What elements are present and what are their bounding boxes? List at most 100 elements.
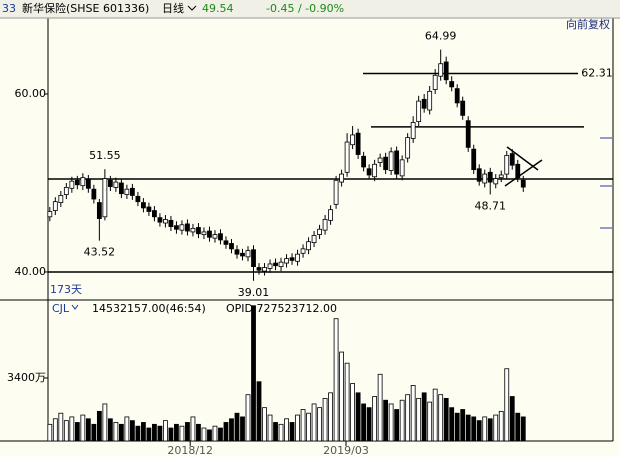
volume-bar bbox=[152, 423, 157, 442]
volume-bar bbox=[185, 422, 190, 442]
candle-body bbox=[300, 248, 306, 254]
candle-body bbox=[383, 156, 389, 171]
volume-bar bbox=[267, 414, 273, 442]
candle-body bbox=[317, 228, 322, 235]
candle-body bbox=[146, 206, 152, 212]
candle-body bbox=[449, 81, 455, 88]
volume-bar bbox=[388, 403, 394, 442]
high-label: 51.55 bbox=[89, 149, 121, 162]
candle-body bbox=[245, 250, 251, 258]
dropdown-arrow[interactable] bbox=[187, 5, 197, 11]
code: 33 bbox=[2, 2, 16, 15]
low-label: 48.71 bbox=[474, 199, 506, 212]
candle-body bbox=[333, 179, 339, 205]
candle-body bbox=[190, 227, 196, 233]
volume-bar bbox=[141, 422, 146, 442]
candle-body bbox=[218, 233, 223, 241]
candle-body bbox=[438, 63, 444, 77]
volume-bar bbox=[520, 416, 526, 442]
indicator-arrow[interactable] bbox=[71, 304, 79, 310]
period[interactable]: 日线 bbox=[162, 1, 184, 15]
volume-bar bbox=[113, 422, 119, 442]
volume-bar bbox=[317, 407, 322, 442]
day-count: 173天 bbox=[50, 283, 82, 296]
candle-body bbox=[168, 219, 174, 227]
volume-bar bbox=[179, 425, 185, 442]
candle-body bbox=[85, 179, 91, 189]
volume-bar bbox=[190, 416, 196, 442]
volume-bar bbox=[262, 407, 267, 442]
candle-body bbox=[361, 155, 367, 168]
x-tick-label: 2019/03 bbox=[323, 444, 369, 456]
candle-body bbox=[179, 224, 185, 231]
volume-bar bbox=[454, 412, 460, 442]
price-change: -0.45 / -0.90% bbox=[266, 2, 344, 15]
volume-bar bbox=[223, 422, 229, 442]
candle-body bbox=[465, 120, 471, 148]
y-tick-label: 60.00 bbox=[15, 87, 47, 100]
candle-body bbox=[432, 74, 438, 90]
volume-bar bbox=[504, 368, 510, 442]
volume-bar bbox=[129, 420, 135, 442]
candle-body bbox=[113, 181, 119, 188]
volume-bar bbox=[135, 425, 141, 442]
volume-bar bbox=[96, 410, 102, 442]
volume-bar bbox=[52, 418, 58, 442]
volume-bar bbox=[366, 407, 372, 442]
candle-body bbox=[267, 263, 273, 269]
volume-bar bbox=[438, 394, 444, 442]
candle-body bbox=[344, 141, 350, 173]
volume-bar bbox=[509, 396, 515, 442]
candle-body bbox=[52, 201, 58, 211]
adjust-mode[interactable]: 向前复权 bbox=[566, 17, 610, 31]
stock-name: 新华保险(SHSE 601336) bbox=[22, 1, 149, 15]
candle-body bbox=[69, 180, 75, 189]
last-price: 49.54 bbox=[202, 2, 234, 15]
volume-bar bbox=[476, 420, 482, 442]
candle-body bbox=[201, 231, 207, 235]
volume-bar bbox=[339, 351, 344, 442]
indicator-extra: OPID 727523712.00 bbox=[226, 302, 337, 315]
volume-bar bbox=[471, 416, 477, 442]
volume-bar bbox=[427, 401, 433, 442]
low-label: 39.01 bbox=[238, 286, 270, 299]
volume-bar bbox=[207, 429, 212, 442]
volume-bar bbox=[273, 422, 278, 442]
candle-body bbox=[229, 243, 234, 250]
volume-bar bbox=[493, 414, 499, 442]
volume-bar bbox=[361, 403, 367, 442]
volume-bar bbox=[394, 409, 400, 442]
volume-bar bbox=[146, 427, 152, 442]
volume-bar bbox=[460, 409, 466, 442]
candle-body bbox=[129, 187, 135, 196]
candle-body bbox=[223, 240, 229, 245]
candle-body bbox=[410, 122, 416, 139]
candle-body bbox=[91, 188, 97, 200]
volume-bar bbox=[157, 425, 163, 442]
candle-body bbox=[471, 148, 477, 171]
volume-bar bbox=[300, 409, 306, 442]
candle-body bbox=[152, 210, 157, 218]
volume-bar bbox=[405, 394, 411, 442]
volume-bar bbox=[85, 418, 91, 442]
indicator-value: 14532157.00(46:54) bbox=[92, 302, 206, 315]
candle-body bbox=[427, 90, 433, 111]
candle-body bbox=[421, 98, 427, 109]
candle-body bbox=[520, 179, 526, 188]
volume-bar bbox=[487, 418, 493, 442]
candle-body bbox=[498, 174, 504, 179]
volume-bar bbox=[168, 427, 174, 442]
candle-body bbox=[372, 163, 378, 178]
volume-bar bbox=[212, 425, 218, 442]
candle-body bbox=[102, 178, 108, 218]
candle-body bbox=[394, 150, 400, 175]
volume-bar bbox=[289, 422, 295, 442]
volume-bar bbox=[69, 416, 75, 442]
volume-bar bbox=[410, 385, 416, 442]
volume-bar bbox=[295, 414, 300, 442]
volume-bar bbox=[383, 399, 389, 442]
candle-body bbox=[251, 249, 256, 268]
volume-bar bbox=[47, 423, 53, 442]
